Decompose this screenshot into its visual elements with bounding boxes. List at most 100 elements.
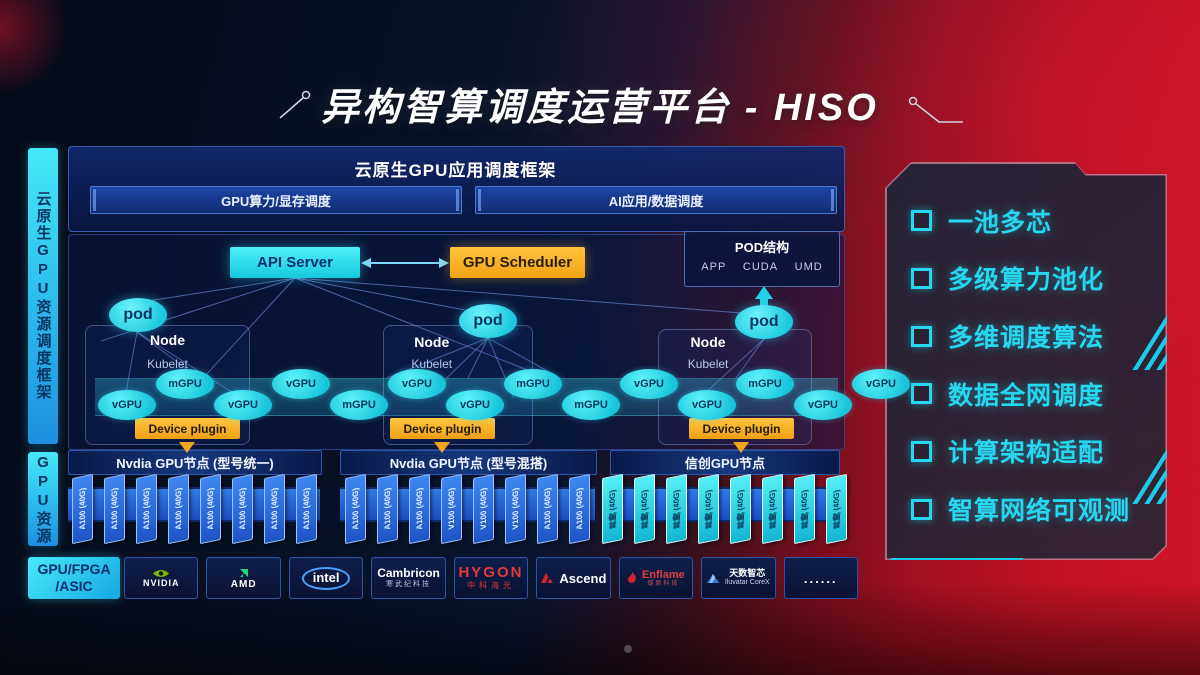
vendor-amd: AMD — [206, 557, 281, 599]
gpu-card-label: A100 (40G) — [351, 487, 360, 531]
gpu-card-label: A100 (40G) — [301, 487, 311, 531]
pod-structure-layers: APP CUDA UMD — [685, 261, 839, 273]
footer-dot — [624, 645, 632, 653]
vendor-name: Enflame — [641, 568, 685, 581]
gpu-card-label: V100 (40G) — [511, 487, 520, 531]
gpu-card: A100 (40G) — [135, 473, 157, 545]
gpu-card: A100 (40G) — [103, 473, 125, 545]
gpu-scheduler-box: GPU Scheduler — [450, 247, 585, 278]
gpu-card: A100 (40G) — [199, 473, 221, 545]
gpu-card-label: 昇腾 (40G) — [703, 488, 713, 530]
gpu-card-label: 昇腾 (40G) — [799, 488, 809, 530]
gpu-card-label: A100 (40G) — [383, 487, 392, 531]
gpu-card: A100 (40G) — [231, 473, 253, 545]
gpu-instance-ellipse: mGPU — [736, 369, 794, 399]
pod-layer-label: CUDA — [742, 261, 779, 273]
gpu-card-label: A100 (40G) — [269, 487, 279, 531]
gpu-instance-ellipse: vGPU — [678, 390, 736, 420]
vendor-name: NVIDIA — [142, 577, 180, 588]
gpu-instance-ellipse: mGPU — [504, 369, 562, 399]
hardware-label-line2: /ASIC — [55, 578, 93, 594]
feature-label: 数据全网调度 — [948, 381, 1105, 410]
gpu-card: A100 (40G) — [167, 473, 189, 545]
gpu-card-label: A100 (40G) — [173, 487, 183, 531]
feature-item: 计算架构适配 — [911, 433, 1167, 469]
gpu-card-label: A100 (40G) — [141, 487, 151, 531]
pod-structure-title: POD结构 — [734, 240, 790, 255]
gpu-group-header-uniform: Nvdia GPU节点 (型号统一) — [68, 450, 322, 475]
page-title: 异构智算调度运营平台 - HISO — [321, 87, 879, 129]
gpu-instance-ellipse: mGPU — [562, 390, 620, 420]
vendor-hygon: HYGON 中科海光 — [453, 557, 529, 599]
gpu-instance-ellipse: vGPU — [620, 369, 678, 399]
vendor-iluvatar: 天数智芯 Iluvatar CoreX — [701, 557, 776, 599]
gpu-card-label: 昇腾 (40G) — [831, 488, 841, 530]
feature-panel-background — [886, 163, 1166, 559]
hardware-label-line1: GPU/FPGA — [37, 560, 111, 577]
gpu-card-label: 昇腾 (40G) — [607, 488, 617, 530]
gpu-card: 昇腾 (40G) — [761, 473, 783, 545]
gpu-card: A100 (40G) — [263, 473, 285, 545]
gpu-instance-ellipse: vGPU — [446, 390, 504, 420]
gpu-card-label: A100 (40G) — [575, 487, 584, 531]
vendor-subtitle: 燧原科技 — [647, 580, 680, 587]
gpu-card-label: 昇腾 (40G) — [639, 488, 649, 530]
gpu-cards-xinchuang: 昇腾 (40G) 昇腾 (40G) 昇腾 (40G) 昇腾 (40G) 昇腾 (40G)… — [601, 471, 847, 547]
intel-logo-icon: intel — [301, 566, 351, 590]
vendor-name: ...... — [803, 570, 838, 586]
gpu-card-label: A100 (40G) — [237, 487, 247, 531]
gpu-card-label: A100 (40G) — [109, 487, 119, 531]
gpu-card: 昇腾 (40G) — [729, 473, 751, 545]
gpu-card: 昇腾 (40G) — [793, 473, 815, 545]
gpu-card: 昇腾 (40G) — [633, 473, 655, 545]
iluvatar-logo-icon — [706, 574, 720, 583]
feature-label: 计算架构适配 — [948, 439, 1105, 468]
gpu-card: A100 (40G) — [409, 473, 430, 545]
vendor-ascend: Ascend — [536, 557, 611, 599]
gpu-cards-mixed: A100 (40G) A100 (40G) A100 (40G) V100 (40G)… — [340, 471, 595, 547]
hardware-category-box: GPU/FPGA /ASIC — [28, 557, 120, 599]
gpu-card-label: 昇腾 (40G) — [671, 488, 681, 530]
vendor-subtitle: 中科海光 — [466, 581, 515, 591]
gpu-instance-ellipse: mGPU — [156, 369, 214, 399]
vendor-name: 天数智芯 — [729, 568, 766, 579]
gpu-card: A100 (40G) — [537, 473, 558, 545]
gpu-card: V100 (40G) — [473, 473, 494, 545]
feature-item: 一池多芯 — [911, 203, 1167, 239]
vendor-enflame: Enflame 燧原科技 — [618, 557, 694, 599]
vendor-intel: intel — [288, 557, 364, 599]
title-right-circuit-icon — [908, 96, 963, 123]
feature-label: 一池多芯 — [948, 208, 1053, 237]
feature-list: 一池多芯 多级算力池化 多维调度算法 数据全网调度 计算架构适配 智算网络可观测 — [885, 162, 1167, 560]
title-left-circuit-icon — [279, 90, 311, 119]
vendor-subtitle: Iluvatar CoreX — [724, 579, 770, 587]
gpu-card-label: 昇腾 (40G) — [767, 488, 777, 530]
gpu-card: A100 (40G) — [71, 473, 93, 545]
enflame-logo-icon — [627, 572, 636, 583]
gpu-card-label: A100 (40G) — [205, 487, 215, 531]
vendor-nvidia: NVIDIA — [124, 557, 199, 599]
vendor-more: ...... — [783, 557, 858, 599]
gpu-card: 昇腾 (40G) — [665, 473, 687, 545]
gpu-instance-ellipse: vGPU — [794, 390, 852, 420]
gpu-cards-uniform: A100 (40G) A100 (40G) A100 (40G) A100 (40G)… — [68, 471, 320, 547]
feature-item: 智算网络可观测 — [911, 491, 1167, 527]
square-bullet-icon — [911, 383, 932, 405]
gpu-card: A100 (40G) — [377, 473, 398, 545]
gpu-compute-memory-scheduling-bar: GPU算力/显存调度 — [90, 186, 462, 214]
feature-item: 多级算力池化 — [911, 260, 1167, 296]
gpu-card-label: A100 (40G) — [543, 487, 552, 531]
gpu-instance-ellipse: vGPU — [272, 369, 330, 399]
pod-layer-label: APP — [701, 261, 727, 273]
gpu-card-label: A100 (40G) — [77, 487, 87, 531]
square-bullet-icon — [911, 498, 932, 520]
gpu-group-header-mixed: Nvdia GPU节点 (型号混搭) — [340, 450, 597, 475]
gpu-card-label: V100 (40G) — [447, 487, 456, 531]
vendor-name: Cambricon — [377, 566, 440, 581]
square-bullet-icon — [911, 210, 932, 232]
gpu-instance-ellipse: vGPU — [214, 390, 272, 420]
feature-label: 多级算力池化 — [948, 266, 1105, 295]
app-scheduling-frame-title: 云原生GPU应用调度框架 — [354, 161, 557, 180]
feature-label: 智算网络可观测 — [948, 497, 1131, 526]
